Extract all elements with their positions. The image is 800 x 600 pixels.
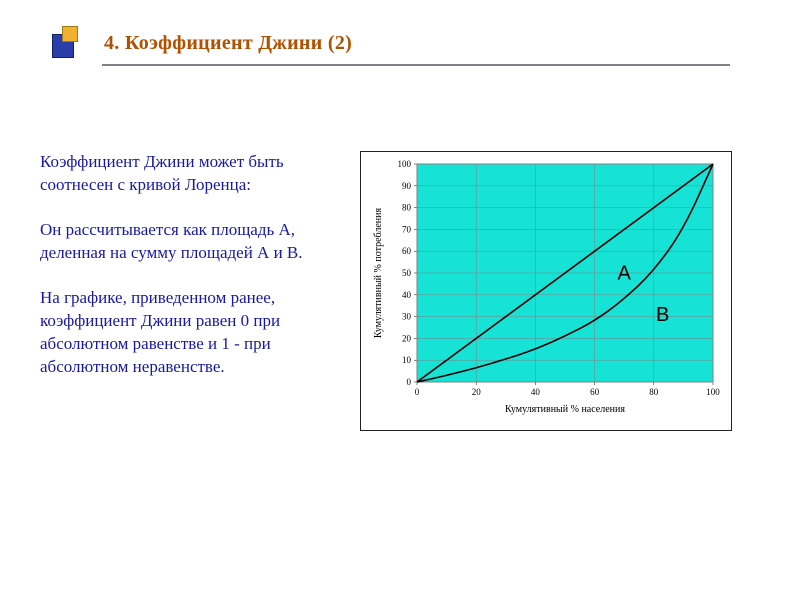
svg-text:70: 70: [402, 224, 412, 234]
paragraph-3: На графике, приведенном ранее, коэффицие…: [40, 287, 330, 379]
svg-text:B: B: [656, 304, 669, 326]
svg-text:90: 90: [402, 181, 412, 191]
lorenz-chart: 0 10 20 30 40 50 60 70 80 90 100 0 20 40 60 80 100 A B Куму…: [360, 151, 732, 431]
svg-text:100: 100: [706, 387, 720, 397]
svg-text:40: 40: [531, 387, 541, 397]
svg-text:Кумулятивный % потребления: Кумулятивный % потребления: [373, 208, 384, 339]
svg-text:100: 100: [398, 159, 412, 169]
paragraph-2: Он рассчитывается как площадь А, деленна…: [40, 219, 330, 265]
svg-text:Кумулятивный % населения: Кумулятивный % населения: [505, 404, 625, 415]
body-text: Коэффициент Джини может быть соотнесен с…: [40, 151, 330, 401]
svg-text:60: 60: [590, 387, 600, 397]
paragraph-1: Коэффициент Джини может быть соотнесен с…: [40, 151, 330, 197]
lorenz-chart-svg: 0 10 20 30 40 50 60 70 80 90 100 0 20 40 60 80 100 A B Куму…: [361, 152, 731, 432]
svg-text:20: 20: [472, 387, 482, 397]
svg-text:A: A: [618, 263, 632, 285]
svg-text:10: 10: [402, 355, 412, 365]
svg-text:40: 40: [402, 290, 412, 300]
svg-text:60: 60: [402, 246, 412, 256]
svg-text:0: 0: [407, 377, 412, 387]
svg-text:80: 80: [402, 203, 412, 213]
svg-text:30: 30: [402, 312, 412, 322]
svg-text:50: 50: [402, 268, 412, 278]
logo-gold-square: [62, 26, 78, 42]
svg-text:20: 20: [402, 333, 412, 343]
slide-title: 4. Коэффициент Джини (2): [104, 32, 352, 55]
svg-text:80: 80: [649, 387, 659, 397]
title-underline: [102, 64, 730, 66]
svg-text:0: 0: [415, 387, 420, 397]
slide-logo: [52, 26, 86, 60]
